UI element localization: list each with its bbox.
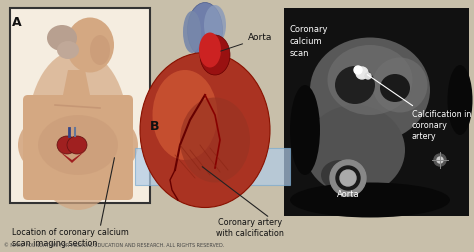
Ellipse shape [28, 50, 128, 210]
Text: Calcification in
coronary
artery: Calcification in coronary artery [367, 75, 471, 141]
Ellipse shape [67, 136, 87, 154]
Ellipse shape [321, 160, 359, 190]
Ellipse shape [380, 74, 410, 102]
Ellipse shape [18, 105, 138, 185]
Circle shape [330, 160, 366, 196]
Circle shape [356, 67, 368, 79]
Ellipse shape [57, 136, 77, 154]
Circle shape [437, 157, 443, 163]
Ellipse shape [328, 45, 412, 115]
Ellipse shape [57, 41, 79, 59]
Ellipse shape [335, 66, 375, 104]
Polygon shape [63, 70, 90, 95]
Text: Aorta: Aorta [337, 190, 359, 199]
Polygon shape [165, 175, 245, 205]
Ellipse shape [447, 65, 473, 135]
Ellipse shape [199, 33, 221, 68]
Ellipse shape [188, 3, 222, 57]
Ellipse shape [47, 25, 77, 51]
Circle shape [434, 154, 446, 166]
FancyBboxPatch shape [23, 95, 133, 200]
Circle shape [354, 66, 362, 74]
Ellipse shape [38, 115, 118, 175]
Ellipse shape [305, 105, 405, 195]
Polygon shape [58, 150, 86, 163]
FancyBboxPatch shape [284, 8, 469, 216]
Text: Aorta: Aorta [220, 34, 273, 51]
Ellipse shape [180, 98, 250, 182]
Text: A: A [12, 16, 22, 29]
Circle shape [336, 166, 360, 190]
Ellipse shape [290, 182, 450, 217]
Circle shape [340, 170, 356, 186]
Ellipse shape [140, 52, 270, 207]
Text: C: C [287, 16, 296, 29]
Text: Coronary
calcium
scan: Coronary calcium scan [290, 25, 328, 58]
Circle shape [365, 73, 371, 79]
Text: Coronary artery
with calcification: Coronary artery with calcification [216, 218, 284, 238]
Ellipse shape [290, 85, 320, 175]
Text: © MAYO FOUNDATION FOR MEDICAL EDUCATION AND RESEARCH. ALL RIGHTS RESERVED.: © MAYO FOUNDATION FOR MEDICAL EDUCATION … [4, 243, 224, 248]
Ellipse shape [90, 35, 110, 65]
Polygon shape [135, 148, 290, 185]
Ellipse shape [200, 35, 230, 75]
Ellipse shape [66, 17, 114, 73]
Ellipse shape [373, 57, 428, 112]
Ellipse shape [204, 5, 226, 45]
Text: B: B [150, 120, 159, 133]
FancyBboxPatch shape [10, 8, 150, 203]
Text: Location of coronary calcium
scan imaging section: Location of coronary calcium scan imagin… [12, 228, 129, 248]
Ellipse shape [183, 11, 201, 53]
Ellipse shape [153, 70, 218, 160]
Ellipse shape [310, 38, 430, 142]
